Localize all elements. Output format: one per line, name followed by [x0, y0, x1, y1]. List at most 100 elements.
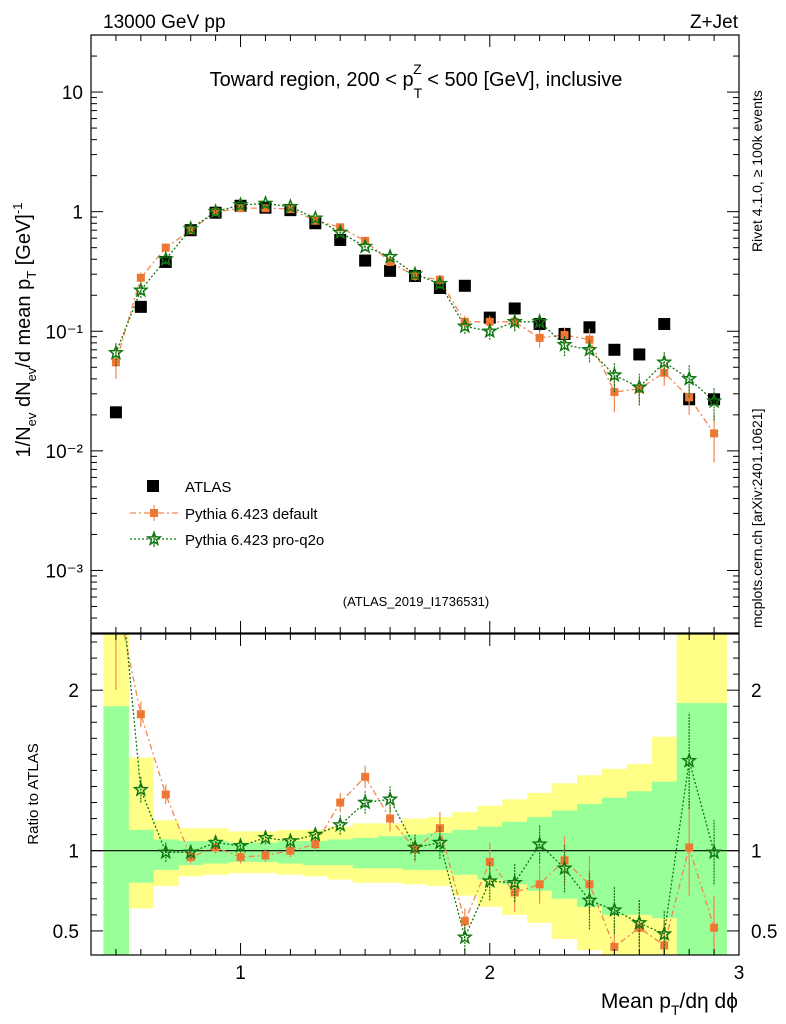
ratio-proq2o-point — [655, 925, 673, 942]
ratio-proq2o-point — [680, 752, 698, 768]
ratio-default-point — [460, 917, 469, 926]
ratio-default-point — [485, 857, 494, 866]
ratio-plot-panel: 0.5 0.5 1 1 2 2 1 2 3 Ratio to ATLAS Mean pT/dη … — [25, 590, 777, 1018]
ratio-y-axis-label: Ratio to ATLAS — [25, 743, 42, 844]
ratio-proq2o-point — [481, 872, 499, 889]
y-tick-label: 10⁻¹ — [46, 322, 84, 343]
y-tick-label: 10⁻² — [46, 442, 84, 463]
ratio-proq2o-point — [581, 891, 598, 908]
atlas-point — [633, 348, 646, 361]
default-point — [411, 271, 419, 280]
proq2o-point — [556, 336, 573, 352]
ratio-x-axis-label: Mean pT/dη dϕ — [601, 990, 738, 1018]
ratio-default-point — [610, 942, 619, 951]
mcplots-reference-label: mcplots.cern.ch [arXiv:2401.10621] — [749, 409, 765, 628]
proq2o-point — [132, 281, 150, 298]
ratio-y-tick-label-right: 0.5 — [751, 922, 777, 943]
header-process-label: Z+Jet — [690, 12, 739, 33]
x-tick-label: 3 — [734, 963, 745, 984]
proq2o-point — [481, 322, 499, 339]
legend-label-atlas: ATLAS — [185, 479, 231, 496]
proq2o-point — [356, 238, 374, 254]
ratio-default-point — [585, 880, 594, 889]
atlas-point — [608, 343, 621, 356]
proq2o-point — [531, 313, 548, 329]
ratio-proq2o-point — [431, 833, 449, 850]
legend-marker-atlas — [147, 480, 159, 492]
ratio-proq2o-point — [331, 816, 349, 833]
ratio-y-tick-label: 2 — [68, 681, 79, 702]
legend-label-default: Pythia 6.423 default — [185, 506, 318, 523]
legend-marker-proq2o — [145, 530, 163, 547]
ratio-default-point — [411, 845, 419, 854]
ratio-default-point — [336, 798, 345, 807]
ratio-proq2o-point — [132, 781, 150, 797]
mc-stat-band-inner — [128, 829, 154, 883]
proq2o-point — [157, 250, 175, 267]
atlas-point — [508, 302, 521, 315]
proq2o-point — [207, 203, 224, 219]
y-tick-label: 10 — [62, 83, 83, 104]
y-tick-label: 1 — [72, 203, 83, 224]
ratio-default-point — [386, 814, 395, 823]
default-point — [261, 204, 270, 213]
ratio-proq2o-point — [705, 843, 723, 860]
proq2o-point — [381, 248, 399, 264]
proq2o-point — [232, 196, 249, 212]
proq2o-point — [331, 223, 349, 240]
ratio-default-point — [236, 853, 245, 862]
ratio-proq2o-point — [556, 859, 573, 876]
svg-text:1/Nev dNev/d mean pT [GeV]-1: 1/Nev dNev/d mean pT [GeV]-1 — [10, 203, 39, 458]
mc-stat-band-inner — [651, 781, 678, 919]
y-tick-label: 10⁻³ — [46, 561, 84, 582]
proq2o-point — [282, 198, 299, 214]
ratio-y-tick-label: 1 — [68, 842, 79, 863]
mc-stat-band-inner — [352, 837, 379, 869]
proq2o-point — [631, 378, 648, 395]
ratio-proq2o-point — [406, 838, 424, 855]
proq2o-point — [506, 313, 523, 329]
ratio-default-point — [112, 590, 120, 598]
legend: ATLAS Pythia 6.423 default Pythia 6.423 … — [130, 479, 324, 549]
ratio-proq2o-point — [606, 901, 623, 918]
proq2o-point — [406, 265, 424, 282]
ratio-proq2o-point — [307, 825, 324, 842]
default-point — [560, 331, 569, 340]
ratio-proq2o-point — [232, 837, 249, 853]
proq2o-point — [581, 341, 598, 357]
ratio-default-point — [136, 710, 145, 719]
legend-label-proq2o: Pythia 6.423 pro-q2o — [185, 532, 324, 549]
ratio-default-point — [710, 923, 719, 932]
mc-stat-band-inner — [626, 791, 653, 915]
ratio-default-point — [311, 840, 320, 849]
proq2o-point — [107, 344, 125, 360]
atlas-point — [109, 406, 122, 419]
ratio-proq2o-point — [381, 790, 399, 807]
main-plot-panel: 10 1 10⁻¹ 10⁻² 10⁻³ Toward region, 200 < pTZ… — [10, 34, 740, 634]
ratio-proq2o-point — [182, 843, 199, 860]
ratio-default-point — [361, 772, 370, 781]
mc-stat-band-inner — [377, 836, 404, 869]
proq2o-point — [307, 209, 324, 226]
default-point — [386, 257, 395, 266]
ratio-y-tick-label: 0.5 — [53, 922, 79, 943]
proq2o-point — [182, 220, 199, 236]
x-tick-label: 2 — [484, 963, 495, 984]
default-point — [485, 317, 494, 326]
ratio-default-point — [685, 843, 694, 852]
ratio-default-point — [161, 790, 170, 799]
ratio-default-point — [535, 880, 544, 889]
default-point — [211, 208, 220, 217]
ratio-default-point — [286, 846, 295, 855]
default-point — [710, 429, 719, 438]
default-point — [535, 333, 544, 342]
x-tick-label: 1 — [235, 963, 246, 984]
series-line-default — [115, 207, 715, 434]
main-y-axis-label: 1/Nev dNev/d mean pT [GeV]-1 — [10, 203, 39, 458]
proq2o-point — [606, 366, 623, 383]
header-energy-label: 13000 GeV pp — [103, 12, 226, 33]
ratio-proq2o-point — [456, 928, 474, 945]
mc-stat-band-inner — [327, 839, 354, 866]
proq2o-point — [705, 392, 723, 409]
